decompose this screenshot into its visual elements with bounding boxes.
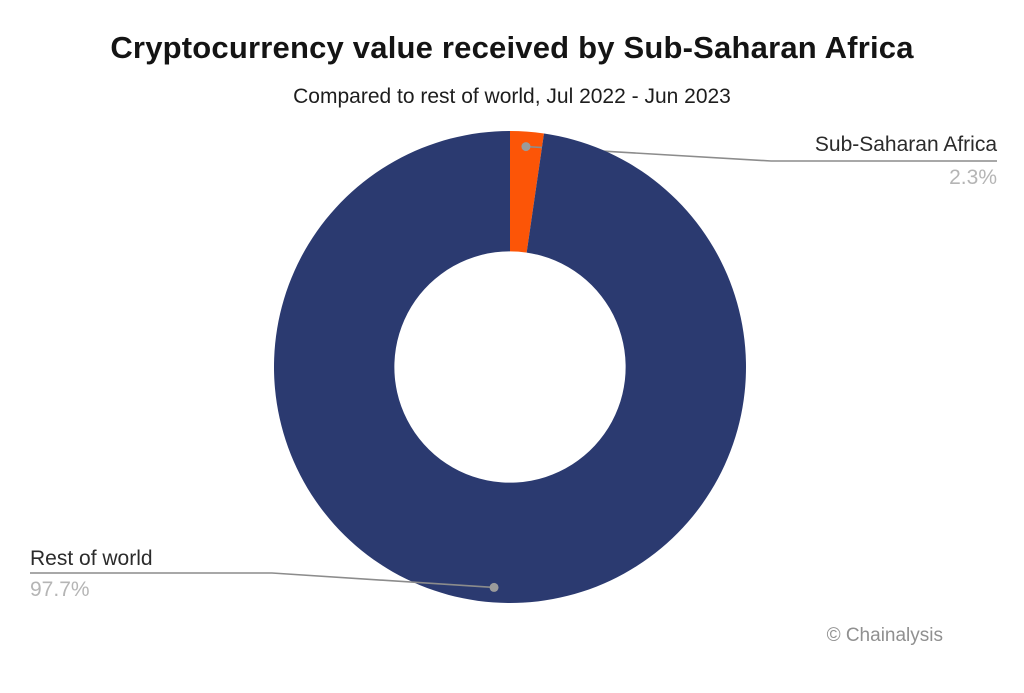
leader-line-1 bbox=[30, 572, 495, 589]
leader-dot-1 bbox=[489, 582, 499, 592]
pie-slice-0 bbox=[510, 131, 544, 253]
callout-label-rest-of-world: Rest of world bbox=[30, 547, 153, 570]
callout-percent-sub-saharan-africa: 2.3% bbox=[949, 166, 997, 189]
pie-slice-1 bbox=[274, 131, 747, 603]
chart-title: Cryptocurrency value received by Sub-Sah… bbox=[110, 30, 914, 65]
leader-line-0 bbox=[525, 145, 997, 162]
chart-subtitle: Compared to rest of world, Jul 2022 - Ju… bbox=[293, 85, 731, 108]
leader-dot-0 bbox=[521, 142, 531, 152]
attribution: © Chainalysis bbox=[826, 625, 943, 646]
callout-label-sub-saharan-africa: Sub-Saharan Africa bbox=[814, 133, 997, 156]
callout-percent-rest-of-world: 97.7% bbox=[30, 578, 90, 601]
